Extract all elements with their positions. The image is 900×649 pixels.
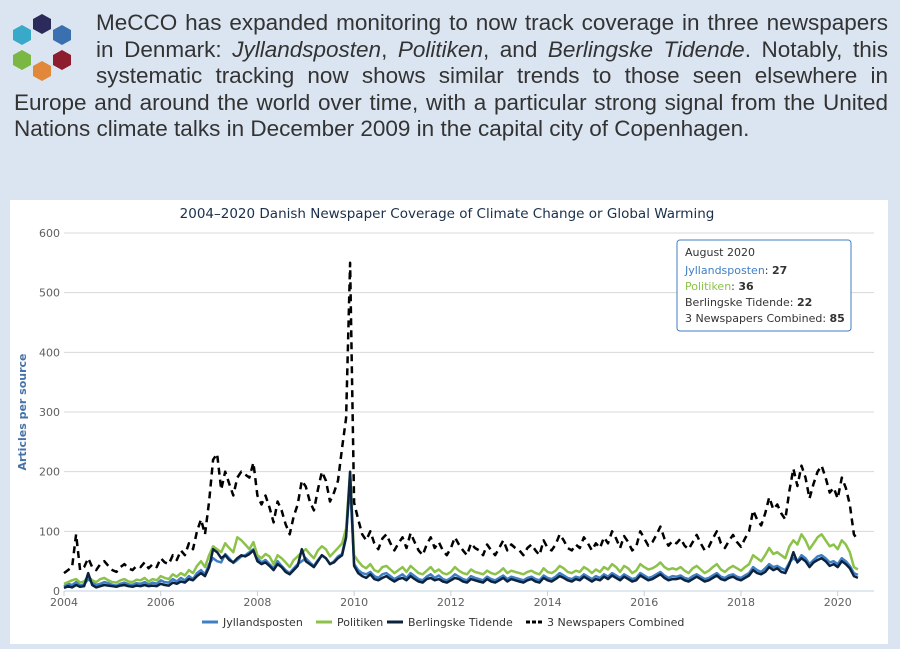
tooltip-row-colon: : <box>790 296 797 309</box>
tooltip-row-value: 27 <box>772 264 787 277</box>
x-tick-label: 2020 <box>824 596 852 609</box>
tooltip-row-colon: : <box>731 280 738 293</box>
tooltip-row: Politiken: 36 <box>685 280 754 293</box>
logo-hex-navy <box>33 14 51 34</box>
tooltip-row-label: Politiken <box>685 280 731 293</box>
logo-hex-cyan <box>13 25 31 45</box>
tooltip-box <box>676 239 852 332</box>
tooltip-row-label: Berlingske Tidende <box>685 296 790 309</box>
logo-hex-red <box>53 50 71 70</box>
tooltip-row: Berlingske Tidende: 22 <box>685 296 812 309</box>
x-tick-label: 2010 <box>340 596 368 609</box>
tooltip-row-label: Jyllandsposten <box>684 264 765 277</box>
logo-hex-green <box>13 50 31 70</box>
logo-hex-blue <box>53 25 71 45</box>
tooltip-row-label: 3 Newspapers Combined <box>685 312 822 325</box>
tooltip-row-value: 22 <box>797 296 812 309</box>
data-tooltip: August 2020 Jyllandsposten: 27 Politiken: … <box>676 239 852 332</box>
chart-title: 2004–2020 Danish Newspaper Coverage of C… <box>180 206 715 222</box>
y-tick-label: 400 <box>39 346 60 359</box>
x-tick-label: 2014 <box>534 596 562 609</box>
tooltip-row: 3 Newspapers Combined: 85 <box>685 312 845 325</box>
y-tick-label: 100 <box>39 525 60 538</box>
x-tick-label: 2018 <box>727 596 755 609</box>
x-tick-label: 2008 <box>243 596 271 609</box>
tooltip-row-colon: : <box>822 312 829 325</box>
y-tick-label: 500 <box>39 287 60 300</box>
legend-item-3[interactable]: 3 Newspapers Combined <box>547 616 684 629</box>
chart-container: 0 100 200 300 400 500 600 2004 2006 2008 2010 2012 2… <box>10 200 888 644</box>
series-line-3[interactable] <box>63 261 859 575</box>
chart-legend: Jyllandsposten Politiken Berlingske Tidend… <box>202 616 684 629</box>
paper-politiken: Politiken <box>397 36 483 62</box>
legend-item-1[interactable]: Politiken <box>337 616 383 629</box>
y-axis-label: Articles per source <box>16 353 29 470</box>
legend-item-0[interactable]: Jyllandsposten <box>222 616 303 629</box>
x-tick-label: 2004 <box>50 596 78 609</box>
series-line-1[interactable] <box>63 470 859 585</box>
tooltip-header: August 2020 <box>685 246 755 259</box>
intro-paragraph: MeCCO has expanded monitoring to now tra… <box>14 10 888 143</box>
tooltip-row-value: 36 <box>738 280 754 293</box>
tooltip-row-colon: : <box>765 264 772 277</box>
series-line-0[interactable] <box>63 482 859 588</box>
coverage-line-chart: 0 100 200 300 400 500 600 2004 2006 2008 2010 2012 2… <box>16 206 874 629</box>
intro-sep-2: , and <box>482 36 548 62</box>
logo-hex-orange <box>33 61 51 81</box>
y-tick-label: 200 <box>39 466 60 479</box>
tooltip-row-value: 85 <box>830 312 845 325</box>
paper-jyllandsposten: Jyllandsposten <box>232 36 382 62</box>
y-tick-label: 300 <box>39 406 60 419</box>
legend-item-2[interactable]: Berlingske Tidende <box>408 616 513 629</box>
x-tick-label: 2016 <box>630 596 658 609</box>
y-tick-label: 600 <box>39 227 60 240</box>
intro-text-1: MeCCO has expanded monitoring to now tra… <box>96 10 888 62</box>
y-tick-label: 0 <box>53 585 60 598</box>
tooltip-row: Jyllandsposten: 27 <box>684 264 787 277</box>
x-tick-label: 2012 <box>437 596 465 609</box>
mecco-logo <box>13 14 71 81</box>
intro-text-2: . Notably, this systematic tracking now … <box>14 36 888 142</box>
x-tick-label: 2006 <box>147 596 175 609</box>
paper-berlingske: Berlingske Tidende <box>547 36 745 62</box>
series-line-2[interactable] <box>63 470 859 590</box>
intro-sep-1: , <box>381 36 398 62</box>
